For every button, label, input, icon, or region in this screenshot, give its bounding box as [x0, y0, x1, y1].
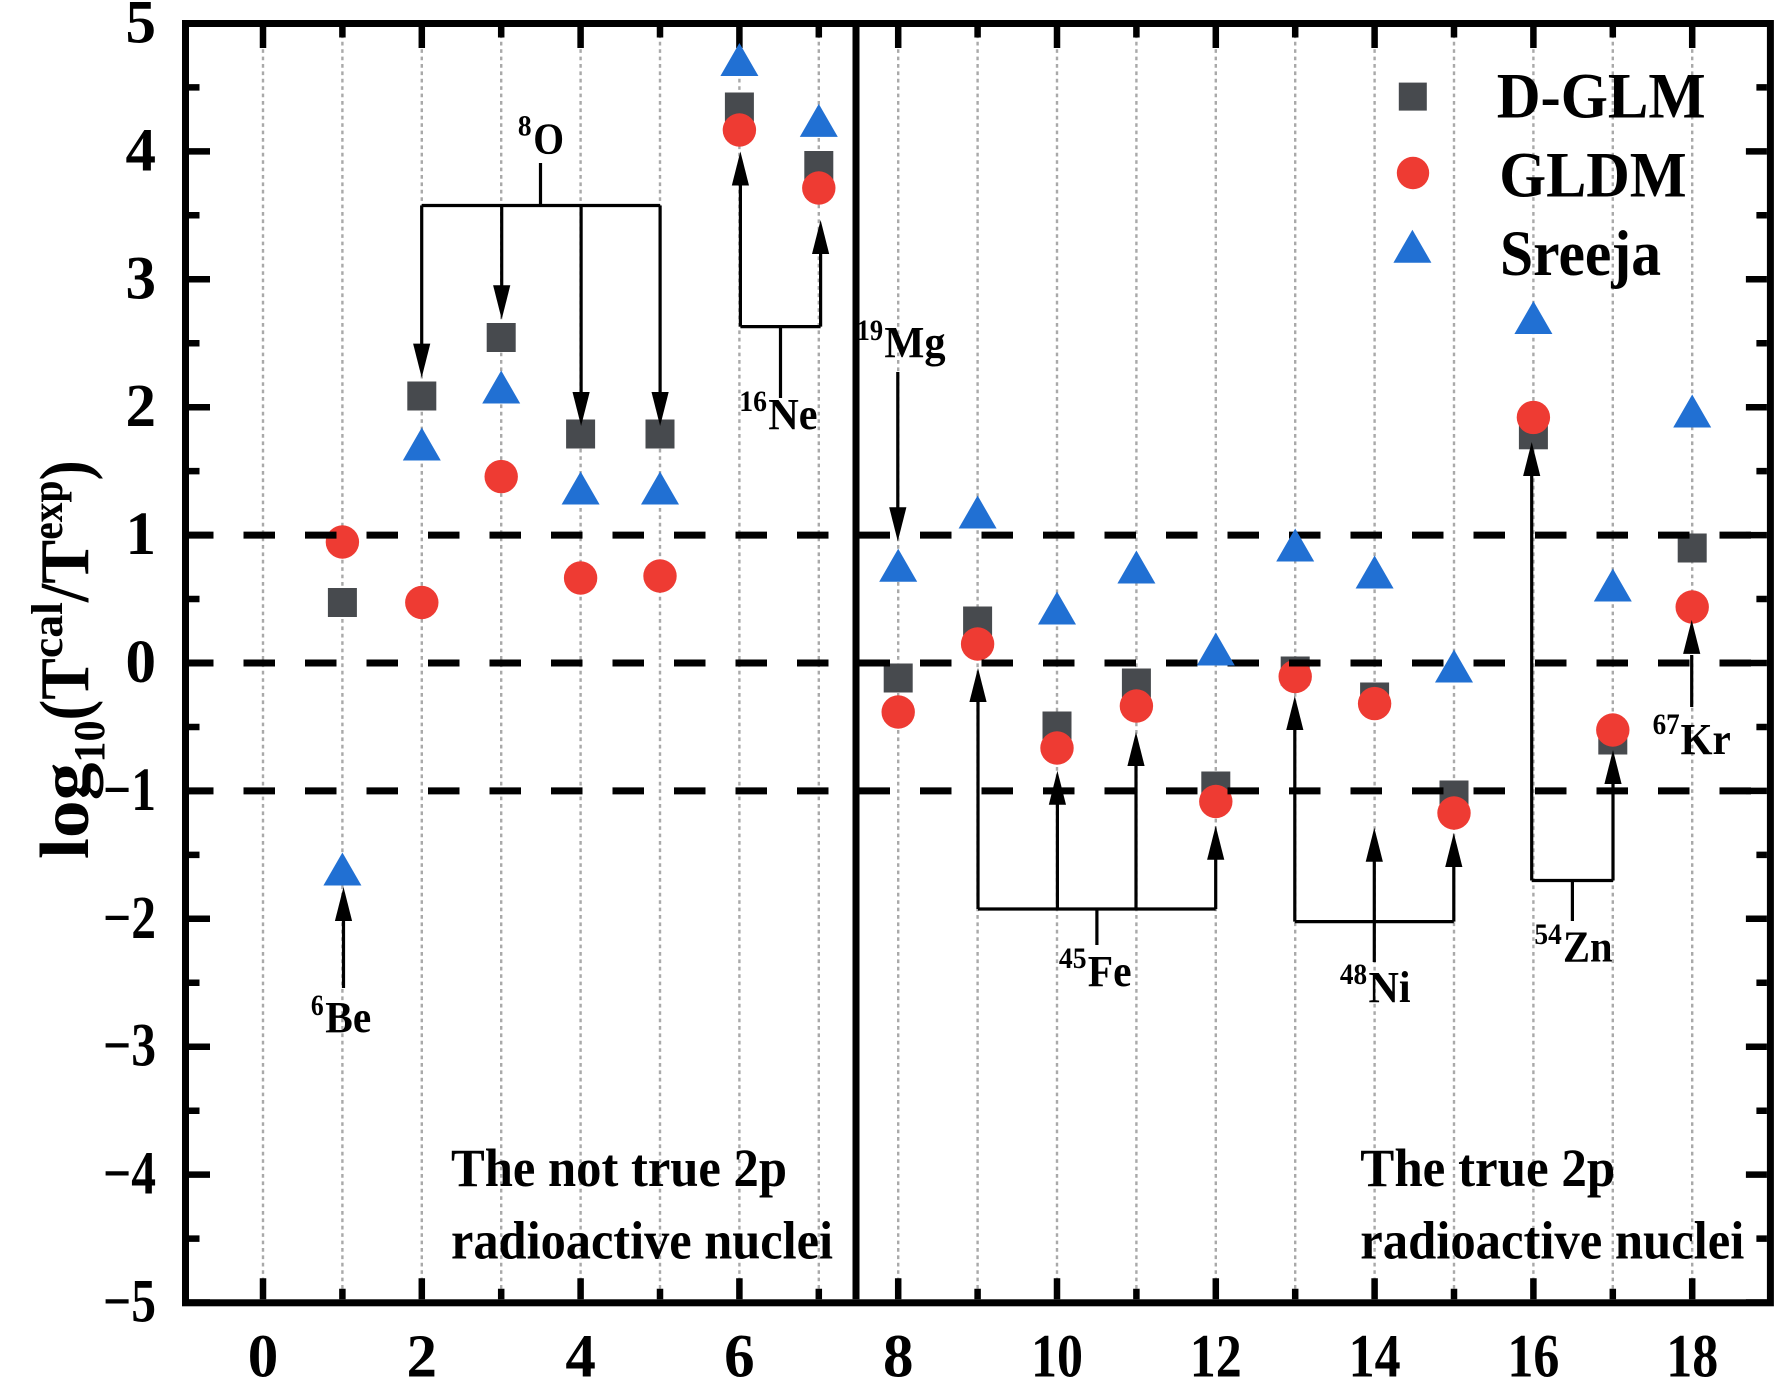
svg-text:14: 14 — [1349, 1324, 1401, 1380]
svg-text:2: 2 — [407, 1324, 438, 1380]
svg-text:radioactive nuclei: radioactive nuclei — [451, 1211, 833, 1271]
svg-text:−5: −5 — [103, 1269, 156, 1336]
svg-text:Fe: Fe — [1088, 946, 1132, 996]
svg-text:45: 45 — [1059, 943, 1087, 975]
svg-text:(T: (T — [27, 658, 104, 720]
svg-text:−3: −3 — [103, 1013, 156, 1080]
svg-text:radioactive nuclei: radioactive nuclei — [1360, 1211, 1744, 1271]
svg-text:log: log — [27, 763, 104, 860]
svg-text:cal: cal — [23, 602, 72, 658]
svg-text:54: 54 — [1534, 919, 1562, 951]
svg-text:48: 48 — [1340, 959, 1367, 991]
svg-text:−1: −1 — [103, 757, 156, 824]
svg-text:10: 10 — [1031, 1324, 1083, 1380]
svg-text:16: 16 — [739, 386, 767, 418]
svg-text:The not true 2p: The not true 2p — [451, 1138, 787, 1198]
svg-text:Be: Be — [325, 992, 371, 1042]
svg-text:0: 0 — [126, 629, 157, 696]
svg-text:1: 1 — [126, 501, 157, 568]
svg-text:): ) — [27, 460, 104, 480]
svg-text:10: 10 — [65, 721, 114, 763]
svg-text:Zn: Zn — [1563, 922, 1613, 972]
svg-text:O: O — [533, 114, 564, 164]
svg-text:Kr: Kr — [1681, 714, 1731, 764]
svg-text:GLDM: GLDM — [1499, 140, 1687, 212]
svg-text:D-GLM: D-GLM — [1497, 61, 1706, 133]
svg-text:5: 5 — [126, 0, 157, 57]
svg-text:−2: −2 — [103, 885, 156, 952]
svg-text:6: 6 — [724, 1324, 755, 1380]
svg-text:12: 12 — [1190, 1324, 1242, 1380]
svg-text:8: 8 — [518, 110, 532, 142]
svg-text:exp: exp — [23, 481, 72, 540]
svg-text:19: 19 — [857, 315, 884, 347]
svg-text:3: 3 — [126, 245, 157, 312]
svg-text:67: 67 — [1653, 709, 1680, 741]
svg-text:−4: −4 — [103, 1141, 156, 1208]
svg-text:Ne: Ne — [768, 389, 817, 439]
svg-text:6: 6 — [311, 990, 324, 1022]
svg-text:4: 4 — [565, 1324, 596, 1380]
svg-text:/T: /T — [27, 540, 104, 603]
svg-text:Ni: Ni — [1369, 962, 1411, 1012]
svg-text:4: 4 — [126, 117, 157, 184]
svg-text:18: 18 — [1666, 1324, 1718, 1380]
svg-text:0: 0 — [248, 1324, 279, 1380]
svg-text:16: 16 — [1507, 1324, 1559, 1380]
svg-text:8: 8 — [883, 1324, 914, 1380]
svg-text:Sreeja: Sreeja — [1500, 218, 1661, 290]
svg-text:2: 2 — [126, 373, 157, 440]
svg-text:Mg: Mg — [884, 317, 945, 367]
svg-text:The true 2p: The true 2p — [1360, 1138, 1615, 1198]
